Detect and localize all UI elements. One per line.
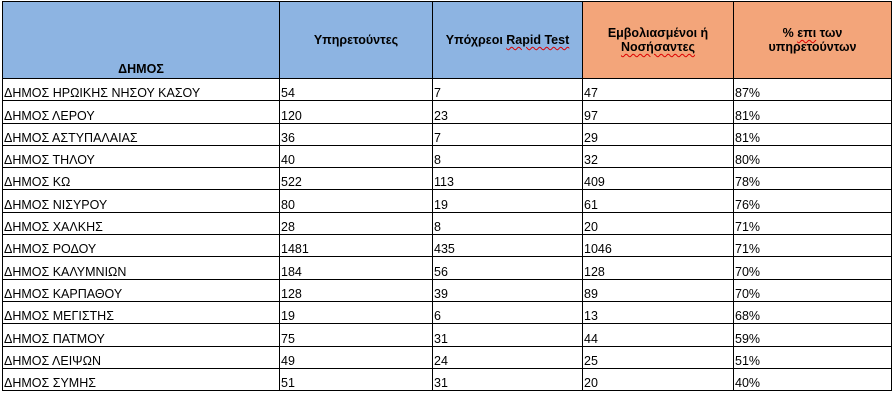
cell-vaccinated: 29 [582,122,734,146]
cell-percent: 70% [733,256,892,280]
table-row: ΔΗΜΟΣ ΚΑΛΥΜΝΙΩΝ 184 56 128 70% [2,256,892,280]
cell-dimos: ΔΗΜΟΣ ΧΑΛΚΗΣ [2,211,280,236]
cell-dimos: ΔΗΜΟΣ ΗΡΩΙΚΗΣ ΝΗΣΟΥ ΚΑΣΟΥ [2,77,280,102]
cell-percent: 68% [733,300,892,325]
cell-dimos: ΔΗΜΟΣ ΚΩ [2,167,280,191]
cell-rapid-test: 23 [432,100,583,124]
cell-dimos: ΔΗΜΟΣ ΜΕΓΙΣΤΗΣ [2,300,280,325]
cell-percent: 76% [733,189,892,213]
table-row: ΔΗΜΟΣ ΛΕΙΨΩΝ 49 24 25 51% [2,345,892,369]
cell-rapid-test: 435 [432,234,583,258]
table-row: ΔΗΜΟΣ ΚΩ 522 113 409 78% [2,167,892,191]
cell-rapid-test: 7 [432,122,583,146]
cell-rapid-test: 31 [432,367,583,392]
cell-serving: 36 [279,122,433,146]
header-vaccinated: Εμβολιασμένοι ή Νοσήσαντες [582,1,734,79]
cell-dimos: ΔΗΜΟΣ ΛΕΙΨΩΝ [2,345,280,369]
cell-rapid-test: 56 [432,256,583,280]
table-row: ΔΗΜΟΣ ΚΑΡΠΑΘΟΥ 128 39 89 70% [2,278,892,302]
cell-rapid-test: 19 [432,189,583,213]
table-row: ΔΗΜΟΣ ΣΥΜΗΣ 51 31 20 40% [2,367,892,392]
cell-percent: 70% [733,278,892,302]
cell-percent: 80% [733,144,892,169]
table-row: ΔΗΜΟΣ ΛΕΡΟΥ 120 23 97 81% [2,100,892,124]
cell-rapid-test: 113 [432,167,583,191]
table-row: ΔΗΜΟΣ ΗΡΩΙΚΗΣ ΝΗΣΟΥ ΚΑΣΟΥ 54 7 47 87% [2,77,892,102]
header-pct-line2: υπηρετούντων [768,40,857,54]
cell-percent: 71% [733,234,892,258]
cell-vaccinated: 97 [582,100,734,124]
table-row: ΔΗΜΟΣ ΑΣΤΥΠΑΛΑΙΑΣ 36 7 29 81% [2,122,892,146]
cell-serving: 54 [279,77,433,102]
cell-percent: 78% [733,167,892,191]
cell-dimos: ΔΗΜΟΣ ΡΟΔΟΥ [2,234,280,258]
cell-percent: 81% [733,122,892,146]
cell-serving: 120 [279,100,433,124]
cell-vaccinated: 47 [582,77,734,102]
header-rapid-suffix: Rapid Test [506,33,570,47]
cell-rapid-test: 8 [432,144,583,169]
cell-vaccinated: 20 [582,367,734,392]
cell-vaccinated: 128 [582,256,734,280]
table-row: ΔΗΜΟΣ ΧΑΛΚΗΣ 28 8 20 71% [2,211,892,236]
cell-dimos: ΔΗΜΟΣ ΚΑΛΥΜΝΙΩΝ [2,256,280,280]
cell-serving: 28 [279,211,433,236]
header-rapid-prefix: Υπόχρεοι [445,33,507,47]
cell-serving: 40 [279,144,433,169]
table-row: ΔΗΜΟΣ ΠΑΤΜΟΥ 75 31 44 59% [2,323,892,347]
table-row: ΔΗΜΟΣ ΡΟΔΟΥ 1481 435 1046 71% [2,234,892,258]
cell-vaccinated: 409 [582,167,734,191]
cell-percent: 71% [733,211,892,236]
cell-dimos: ΔΗΜΟΣ ΣΥΜΗΣ [2,367,280,392]
header-dimos: ΔΗΜΟΣ [2,1,280,79]
cell-vaccinated: 13 [582,300,734,325]
cell-dimos: ΔΗΜΟΣ ΠΑΤΜΟΥ [2,323,280,347]
cell-rapid-test: 39 [432,278,583,302]
municipalities-table: ΔΗΜΟΣ Υπηρετούντες Υπόχρεοι Rapid Test Ε… [2,1,892,392]
cell-percent: 81% [733,100,892,124]
cell-serving: 184 [279,256,433,280]
header-vacc-line2: Νοσήσαντες [620,40,696,54]
cell-rapid-test: 24 [432,345,583,369]
cell-vaccinated: 1046 [582,234,734,258]
cell-vaccinated: 61 [582,189,734,213]
cell-vaccinated: 89 [582,278,734,302]
header-pct-prefix: % [782,26,798,40]
header-serving: Υπηρετούντες [279,1,433,79]
cell-serving: 51 [279,367,433,392]
header-pct-rest: των [816,26,843,40]
cell-percent: 59% [733,323,892,347]
cell-vaccinated: 25 [582,345,734,369]
cell-rapid-test: 6 [432,300,583,325]
cell-serving: 75 [279,323,433,347]
cell-dimos: ΔΗΜΟΣ ΝΙΣΥΡΟΥ [2,189,280,213]
cell-dimos: ΔΗΜΟΣ ΛΕΡΟΥ [2,100,280,124]
table-row: ΔΗΜΟΣ ΜΕΓΙΣΤΗΣ 19 6 13 68% [2,300,892,325]
header-row: ΔΗΜΟΣ Υπηρετούντες Υπόχρεοι Rapid Test Ε… [2,1,892,79]
cell-serving: 80 [279,189,433,213]
cell-dimos: ΔΗΜΟΣ ΚΑΡΠΑΘΟΥ [2,278,280,302]
cell-rapid-test: 31 [432,323,583,347]
header-pct-word: επι [797,26,817,40]
cell-percent: 40% [733,367,892,392]
cell-serving: 522 [279,167,433,191]
header-rapid-test: Υπόχρεοι Rapid Test [432,1,583,79]
cell-dimos: ΔΗΜΟΣ ΤΗΛΟΥ [2,144,280,169]
header-percent: % επι των υπηρετούντων [733,1,892,79]
cell-serving: 128 [279,278,433,302]
header-vacc-line1: Εμβολιασμένοι ή [607,26,709,40]
cell-vaccinated: 20 [582,211,734,236]
cell-vaccinated: 32 [582,144,734,169]
cell-percent: 51% [733,345,892,369]
cell-rapid-test: 8 [432,211,583,236]
cell-serving: 19 [279,300,433,325]
table-row: ΔΗΜΟΣ ΝΙΣΥΡΟΥ 80 19 61 76% [2,189,892,213]
cell-rapid-test: 7 [432,77,583,102]
cell-serving: 49 [279,345,433,369]
cell-serving: 1481 [279,234,433,258]
cell-dimos: ΔΗΜΟΣ ΑΣΤΥΠΑΛΑΙΑΣ [2,122,280,146]
cell-percent: 87% [733,77,892,102]
cell-vaccinated: 44 [582,323,734,347]
table-row: ΔΗΜΟΣ ΤΗΛΟΥ 40 8 32 80% [2,144,892,169]
